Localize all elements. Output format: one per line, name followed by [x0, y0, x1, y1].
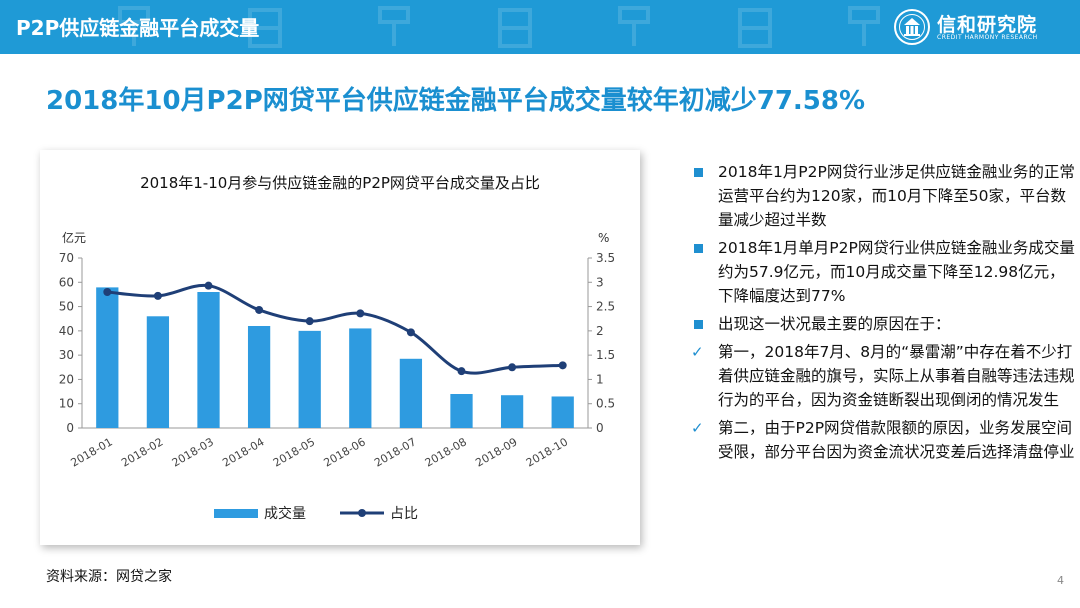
header-title: P2P供应链金融平台成交量	[16, 16, 260, 40]
right-tick-label: 3.5	[596, 251, 615, 265]
bullet-item: 出现这一状况最主要的原因在于：	[690, 312, 1075, 336]
ratio-point-2018-05	[305, 317, 314, 326]
x-tick-label: 2018-05	[271, 435, 317, 469]
bar-2018-02	[146, 316, 170, 428]
left-axis-unit: 亿元	[62, 230, 86, 245]
bullet-text: 出现这一状况最主要的原因在于：	[718, 315, 951, 333]
x-tick-label: 2018-06	[321, 435, 367, 469]
x-tick-label: 2018-10	[524, 435, 570, 469]
x-tick-label: 2018-03	[170, 435, 216, 469]
bullet-item: 2018年1月单月P2P网贷行业供应链金融业务成交量约为57.9亿元，而10月成…	[690, 236, 1075, 308]
right-tick-label: 0	[596, 421, 604, 435]
right-axis-unit: %	[598, 231, 609, 245]
brand-subtitle: CREDIT HARMONY RESEARCH	[937, 34, 1038, 41]
left-tick-label: 20	[59, 372, 74, 386]
header-bar: P2P供应链金融平台成交量 信和研究院 CREDIT HARMONY RESEA…	[0, 0, 1080, 54]
bar-2018-08	[450, 394, 473, 428]
legend-bar-swatch	[214, 509, 258, 518]
bullet-text: 第一，2018年7月、8月的“暴雷潮”中存在着不少打着供应链金融的旗号，实际上从…	[718, 343, 1075, 409]
left-tick-label: 30	[59, 348, 74, 362]
bar-2018-07	[399, 358, 423, 428]
left-tick-label: 0	[66, 421, 74, 435]
ratio-point-2018-08	[457, 367, 466, 376]
square-bullet-icon	[694, 168, 703, 177]
x-tick-label: 2018-09	[473, 435, 519, 469]
legend-line-marker	[358, 509, 366, 517]
bullet-list: 2018年1月P2P网贷行业涉足供应链金融业务的正常运营平台约为120家，而10…	[690, 160, 1075, 468]
square-bullet-icon	[694, 320, 703, 329]
check-icon: ✓	[691, 419, 704, 437]
legend-bar-label: 成交量	[264, 505, 306, 522]
check-icon: ✓	[691, 343, 704, 361]
ratio-point-2018-06	[356, 309, 365, 318]
bullet-text: 2018年1月单月P2P网贷行业供应链金融业务成交量约为57.9亿元，而10月成…	[718, 239, 1075, 305]
left-tick-label: 10	[59, 397, 74, 411]
page-number: 4	[1057, 574, 1064, 587]
chart-title: 2018年1-10月参与供应链金融的P2P网贷平台成交量及占比	[140, 174, 540, 192]
x-tick-label: 2018-07	[372, 435, 418, 469]
header-pattern	[118, 6, 880, 48]
ratio-point-2018-03	[204, 281, 213, 290]
right-tick-label: 2	[596, 324, 604, 338]
left-tick-label: 60	[59, 275, 74, 289]
source-note: 资料来源：网贷之家	[46, 569, 172, 585]
ratio-point-2018-09	[508, 363, 517, 372]
bullet-text: 第二，由于P2P网贷借款限额的原因，业务发展空间受限，部分平台因为资金流状况变差…	[718, 419, 1075, 461]
bullet-item: 2018年1月P2P网贷行业涉足供应链金融业务的正常运营平台约为120家，而10…	[690, 160, 1075, 232]
chart-panel: 2018年1-10月参与供应链金融的P2P网贷平台成交量及占比 亿元% 0 10 20 3…	[40, 150, 640, 545]
bar-2018-09	[500, 395, 524, 428]
ratio-point-2018-04	[255, 305, 264, 314]
left-tick-label: 40	[59, 324, 74, 338]
bullet-text: 2018年1月P2P网贷行业涉足供应链金融业务的正常运营平台约为120家，而10…	[718, 163, 1075, 229]
bar-2018-06	[349, 328, 372, 428]
square-bullet-icon	[694, 244, 703, 253]
ratio-point-2018-10	[558, 361, 567, 370]
bar-2018-01	[96, 287, 119, 428]
x-tick-label: 2018-04	[220, 435, 266, 469]
right-tick-label: 2.5	[596, 300, 615, 314]
brand-emblem-icon	[894, 9, 930, 45]
right-tick-label: 3	[596, 275, 604, 289]
bar-2018-03	[197, 292, 220, 428]
left-tick-label: 70	[59, 251, 74, 265]
ratio-point-2018-01	[103, 288, 112, 296]
right-tick-label: 1.5	[596, 348, 615, 362]
right-tick-label: 1	[596, 372, 604, 386]
ratio-point-2018-07	[406, 328, 415, 337]
bar-2018-05	[298, 330, 321, 428]
bullet-item: ✓ 第一，2018年7月、8月的“暴雷潮”中存在着不少打着供应链金融的旗号，实际…	[690, 340, 1075, 412]
ratio-point-2018-02	[153, 291, 162, 300]
ratio-line	[107, 283, 563, 375]
bar-2018-04	[247, 326, 271, 428]
page-headline: 2018年10月P2P网贷平台供应链金融平台成交量较年初减少77.58%	[46, 86, 866, 116]
legend-line-label: 占比	[390, 506, 418, 522]
left-tick-label: 50	[59, 300, 74, 314]
x-tick-label: 2018-02	[119, 435, 165, 469]
brand-logo: 信和研究院 CREDIT HARMONY RESEARCH	[893, 8, 1071, 48]
x-tick-label: 2018-08	[423, 435, 469, 469]
bullet-item: ✓ 第二，由于P2P网贷借款限额的原因，业务发展空间受限，部分平台因为资金流状况…	[690, 416, 1075, 464]
bar-2018-10	[551, 396, 574, 428]
x-tick-label: 2018-01	[68, 435, 114, 469]
brand-name: 信和研究院	[937, 14, 1038, 36]
right-tick-label: 0.5	[596, 397, 615, 411]
